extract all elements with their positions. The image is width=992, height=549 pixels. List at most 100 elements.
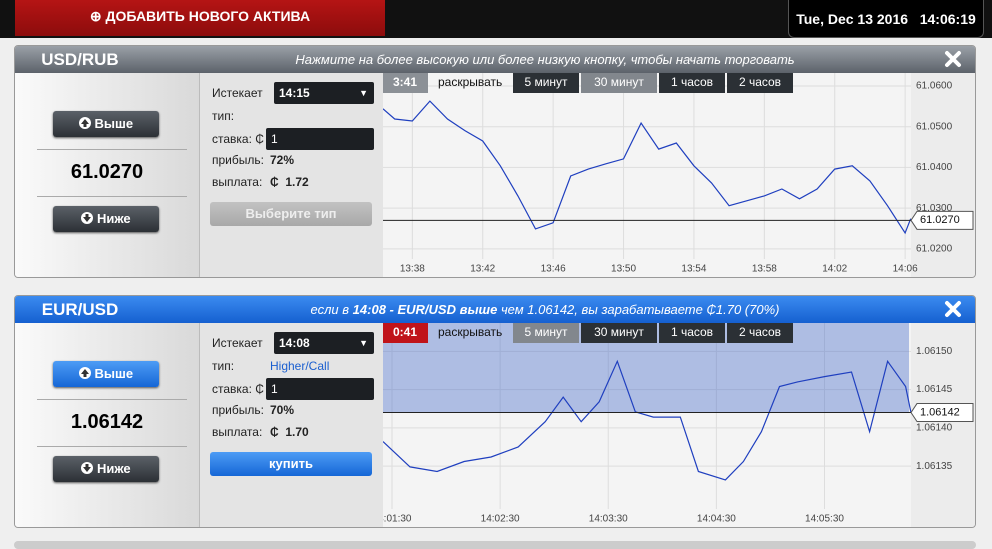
trade-form: Истекает 14:15 ▼ тип: ставка: ₵ 1 прибыль: 72% в… (199, 73, 384, 277)
axis-bg (911, 323, 975, 527)
higher-text: Выше (94, 366, 134, 381)
arrow-icon (78, 117, 91, 129)
separator (37, 196, 187, 197)
range-tab-label: 30 минут (594, 325, 644, 339)
add-asset-button[interactable]: ⊕ ДОБАВИТЬ НОВОГО АКТИВА (15, 0, 385, 36)
range-tab[interactable] (513, 73, 579, 93)
separator (37, 399, 187, 400)
range-tab[interactable] (513, 323, 579, 343)
label: Истекает (212, 86, 263, 100)
x-tick-label: 13:38 (400, 264, 425, 275)
dropdown-arrow: ▼ (359, 88, 368, 98)
lower-text: Ниже (96, 461, 131, 476)
y-tick-label: 1.06145 (916, 384, 953, 395)
x-tick-label: 14:04:30 (697, 514, 736, 525)
profit-value: 70% (270, 403, 295, 417)
x-tick-label: 14:01:30 (383, 514, 412, 525)
price-chart: 1.06135 1.06140 1.06145 1.06150 14:01:30 14:0… (383, 323, 975, 527)
x-tick-label: 13:54 (681, 264, 706, 275)
stake-input[interactable]: 1 (266, 378, 374, 400)
asset-name: USD/RUB (41, 50, 119, 69)
timer-box (383, 323, 428, 343)
y-tick-label: 1.06135 (916, 461, 953, 472)
x-tick-label: 13:42 (470, 264, 495, 275)
message-part: если в (310, 302, 353, 317)
timer-box (383, 73, 428, 93)
higher-button[interactable]: Выше (53, 361, 159, 387)
title-bar: USD/RUB Нажмите на более высокую или боле… (15, 46, 975, 74)
asset-name: EUR/USD (41, 300, 119, 319)
range-tab[interactable] (659, 323, 725, 343)
higher-button[interactable]: Выше (53, 111, 159, 137)
asset-panel: USD/RUB Нажмите на более высокую или боле… (14, 45, 976, 278)
x-tick-label: 14:02:30 (481, 514, 520, 525)
current-price: 1.06142 (70, 411, 144, 433)
range-tab-label: 1 часов (671, 325, 713, 339)
y-tick-label: 1.06140 (916, 423, 953, 434)
label: ставка: ₵ (212, 132, 264, 146)
lower-button[interactable]: Ниже (53, 206, 159, 232)
y-tick-label: 61.0200 (916, 243, 953, 254)
current-price-tag (910, 210, 974, 230)
current-price-label: 1.06142 (920, 406, 960, 418)
stake-input[interactable]: 1 (266, 128, 374, 150)
label: тип: (212, 109, 235, 123)
x-tick-label: 13:50 (611, 264, 636, 275)
left-column: Выше 61.0270 Ниже (15, 73, 199, 277)
arrow-icon (81, 462, 94, 474)
label: ставка: ₵ (212, 382, 264, 396)
next-panel-edge (14, 541, 976, 549)
range-tab-label: 2 часов (739, 325, 781, 339)
expiry-select[interactable]: 14:08 ▼ (274, 332, 374, 354)
label: выплата: (212, 425, 263, 439)
timer: 3:41 (393, 75, 417, 89)
current-price-tag (910, 403, 974, 423)
range-tab-label: 5 минут (524, 75, 568, 89)
label: прибыль: (212, 403, 264, 417)
range-tab[interactable] (659, 73, 725, 93)
higher-text: Выше (94, 116, 134, 131)
range-tab-label: 2 часов (739, 75, 781, 89)
x-tick-label: 14:03:30 (589, 514, 628, 525)
type-value: Higher/Call (270, 359, 330, 373)
time: 14:06:19 (919, 11, 976, 27)
label: Истекает (212, 336, 263, 350)
clock: Tue, Dec 13 2016 14:06:19 (788, 0, 984, 38)
message: если в 14:08 - EUR/USD выше чем 1.06142,… (155, 296, 935, 323)
dropdown-arrow: ▼ (359, 338, 368, 348)
current-price: 61.0270 (70, 161, 144, 183)
payout-value: ₵ 1.72 (270, 175, 309, 189)
y-tick-label: 61.0600 (916, 81, 953, 92)
message-part: Нажмите на более высокую или более низку… (295, 52, 795, 67)
action-button[interactable]: купить (210, 452, 372, 476)
add-asset-text: ДОБАВИТЬ НОВОГО АКТИВА (105, 8, 311, 24)
expiry-select[interactable]: 14:15 ▼ (274, 82, 374, 104)
y-tick-label: 61.0400 (916, 162, 953, 173)
label: тип: (212, 359, 235, 373)
price-line (383, 359, 912, 481)
close-button[interactable] (943, 49, 963, 74)
label: прибыль: (212, 153, 264, 167)
range-tab[interactable] (727, 73, 793, 93)
y-tick-label: 61.0500 (916, 121, 953, 132)
close-button[interactable] (943, 299, 963, 324)
plot-bg (383, 73, 911, 277)
lower-button[interactable]: Ниже (53, 456, 159, 482)
range-tab[interactable] (581, 73, 657, 93)
price-chart: 61.0200 61.0300 61.0400 61.0500 61.0600 13:38… (383, 73, 975, 277)
left-column: Выше 1.06142 Ниже (15, 323, 199, 527)
price-line (383, 100, 912, 235)
action-button[interactable]: Выберите тип (210, 202, 372, 226)
arrow-icon (81, 212, 94, 224)
range-tab-label: 30 минут (594, 75, 644, 89)
range-tab[interactable] (727, 323, 793, 343)
range-tab[interactable] (581, 323, 657, 343)
message-part: 14:08 - EUR/USD выше (352, 302, 498, 317)
range-tab-label: 5 минут (524, 325, 568, 339)
label: выплата: (212, 175, 263, 189)
plot-bg (383, 323, 911, 527)
current-price-label: 61.0270 (920, 214, 960, 226)
y-tick-label: 61.0300 (916, 203, 953, 214)
timer: 0:41 (393, 325, 417, 339)
